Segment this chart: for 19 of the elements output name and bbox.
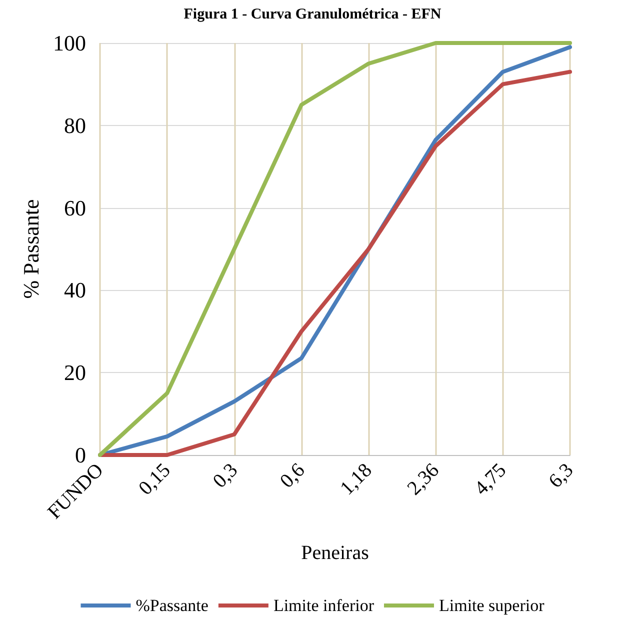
y-tick-label: 0: [75, 442, 86, 468]
x-tick-label: 1,18: [336, 459, 376, 500]
legend-label: Limite superior: [438, 596, 545, 615]
chart-title: Figura 1 - Curva Granulométrica - EFN: [184, 6, 442, 22]
legend-label: %Passante: [136, 596, 208, 615]
x-tick-label: 0,6: [276, 459, 310, 492]
y-tick-label: 80: [64, 112, 86, 138]
y-tick-label: 40: [64, 278, 86, 303]
x-tick-label: 0,15: [134, 459, 175, 500]
y-tick-label: 20: [64, 360, 86, 386]
y-tick-label: 60: [64, 195, 86, 220]
x-tick-label: 2,36: [403, 459, 444, 500]
y-axis-title: % Passante: [18, 199, 44, 299]
legend-label: Limite inferior: [273, 596, 374, 615]
y-tick-label: 100: [53, 30, 86, 56]
x-tick-label: 4,75: [470, 459, 511, 500]
x-tick-label: 0,3: [208, 459, 242, 492]
x-tick-label: 6,3: [544, 459, 578, 492]
x-axis-title: Peneiras: [301, 542, 370, 564]
